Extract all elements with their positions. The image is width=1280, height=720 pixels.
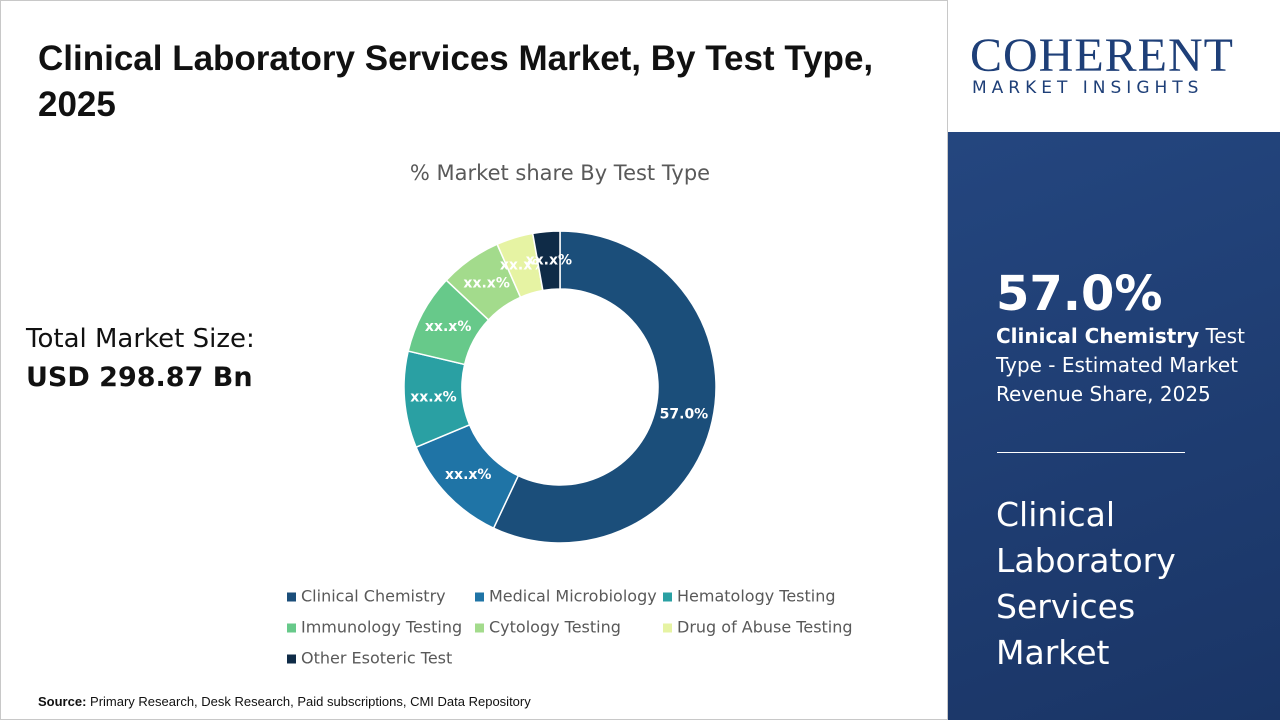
logo-tagline: MARKET INSIGHTS [972, 78, 1204, 98]
divider [997, 452, 1185, 453]
side-panel: 57.0% Clinical Chemistry Test Type - Est… [948, 132, 1280, 720]
chart: % Market share By Test Type 57.0%xx.x%xx… [287, 161, 853, 668]
market-name: Clinical Laboratory Services Market [996, 495, 1176, 672]
data-label: xx.x% [410, 389, 456, 405]
legend-label: Medical Microbiology [489, 587, 657, 606]
legend-marker [475, 592, 484, 602]
share-value: 57.0% [996, 266, 1163, 322]
source: Source: Primary Research, Desk Research,… [38, 694, 531, 709]
data-label: xx.x% [425, 319, 471, 335]
data-label: xx.x% [445, 467, 491, 483]
source-text: Primary Research, Desk Research, Paid su… [90, 694, 531, 709]
donut-segment [531, 230, 561, 292]
legend-marker [287, 654, 296, 664]
chart-title: % Market share By Test Type [410, 161, 710, 185]
description: Test Type - Estimated Market Revenue Sha… [996, 324, 1245, 406]
highlight: Clinical Chemistry [996, 324, 1200, 348]
legend-marker [663, 623, 672, 633]
logo-name: COHERENT [970, 29, 1234, 82]
legend-label: Cytology Testing [489, 618, 621, 637]
legend-marker [287, 623, 296, 633]
data-label: xx.x% [526, 252, 572, 268]
share-description: Clinical Chemistry Test Type - Estimated… [996, 322, 1256, 409]
legend-label: Immunology Testing [301, 618, 462, 637]
legend-marker [287, 592, 296, 602]
legend-label: Hematology Testing [677, 587, 836, 606]
title: Clinical Laboratory Services Market, By … [38, 39, 874, 124]
data-label: 57.0% [660, 407, 709, 423]
legend-marker [663, 592, 672, 602]
legend-marker [475, 623, 484, 633]
legend-label: Drug of Abuse Testing [677, 618, 853, 637]
legend-label: Clinical Chemistry [301, 587, 446, 606]
market-size-value: USD 298.87 Bn [26, 362, 253, 393]
source-label: Source: [38, 694, 87, 709]
data-label: xx.x% [500, 257, 546, 273]
market-size-label: Total Market Size: [26, 324, 255, 354]
logo: COHERENT MARKET INSIGHTS [948, 0, 1280, 132]
donut-segment [492, 230, 717, 544]
legend-label: Other Esoteric Test [301, 649, 452, 668]
data-label: xx.x% [463, 275, 509, 291]
